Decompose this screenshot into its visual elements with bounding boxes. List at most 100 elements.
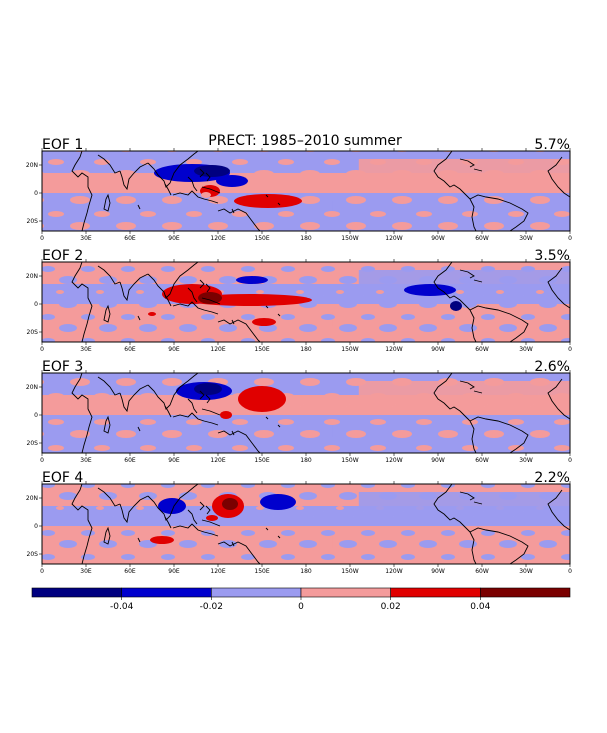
panel-variance: 2.2% <box>534 470 570 486</box>
lon-tick-label: 120W <box>385 568 402 575</box>
lon-tick-label: 0 <box>40 346 44 353</box>
lon-tick-label: 30W <box>519 457 533 464</box>
lon-tick-label: 60W <box>475 568 489 575</box>
lat-tick-label: 20N <box>26 495 38 502</box>
figure-title: PRECT: 1985–2010 summer <box>208 133 402 149</box>
colorbar-tick-label: -0.04 <box>110 602 134 612</box>
lon-tick-label: 0 <box>40 235 44 242</box>
anomaly-contour <box>216 175 248 187</box>
anomaly-contour <box>150 536 174 544</box>
lat-tick-label: 20N <box>26 273 38 280</box>
lat-tick-label: 0 <box>34 301 38 308</box>
lon-tick-label: 30W <box>519 346 533 353</box>
lon-tick-label: 120E <box>210 346 225 353</box>
lon-tick-label: 0 <box>568 346 572 353</box>
lat-tick-label: 20N <box>26 162 38 169</box>
panel-label: EOF 3 <box>42 359 83 375</box>
anomaly-contour <box>238 386 286 412</box>
colorbar-tick-label: -0.02 <box>200 602 223 612</box>
panel-variance: 2.6% <box>534 359 570 375</box>
anomaly-contour <box>148 312 156 316</box>
anomaly-contour <box>450 301 462 311</box>
anomaly-contour <box>236 276 268 284</box>
lon-tick-label: 120E <box>210 235 225 242</box>
lat-tick-label: 0 <box>34 190 38 197</box>
eof-panel: 0 30E 60E 90E 120E 150E 180 150W 120W 90W 60W 30W 0 2… <box>26 370 572 464</box>
lon-tick-label: 90W <box>431 346 445 353</box>
colorbar-tick-label: 0.02 <box>381 602 401 612</box>
lat-tick-label: 20S <box>27 551 39 558</box>
lon-tick-label: 0 <box>568 568 572 575</box>
lon-tick-label: 150W <box>341 235 358 242</box>
field-band <box>358 270 570 288</box>
anomaly-contour <box>158 498 186 514</box>
lon-tick-label: 60E <box>124 568 136 575</box>
lon-tick-label: 90E <box>168 568 180 575</box>
lon-tick-label: 30W <box>519 568 533 575</box>
lon-tick-label: 150E <box>254 235 269 242</box>
anomaly-contour <box>234 194 302 208</box>
lon-tick-label: 90W <box>431 235 445 242</box>
lat-tick-label: 20S <box>27 329 39 336</box>
lon-tick-label: 90E <box>168 457 180 464</box>
lon-tick-label: 180 <box>300 346 312 353</box>
lon-tick-label: 30E <box>80 235 92 242</box>
lat-tick-label: 0 <box>34 412 38 419</box>
colorbar-swatch <box>211 587 302 598</box>
lon-tick-label: 150E <box>254 568 269 575</box>
lon-tick-label: 60E <box>124 346 136 353</box>
anomaly-contour <box>220 411 232 419</box>
field-band <box>358 381 570 399</box>
lat-tick-label: 20S <box>27 440 39 447</box>
colorbar-swatch <box>480 587 571 598</box>
lon-tick-label: 120E <box>210 457 225 464</box>
lon-tick-label: 30E <box>80 346 92 353</box>
lon-tick-label: 90W <box>431 457 445 464</box>
anomaly-contour <box>206 515 218 521</box>
lon-tick-label: 30W <box>519 235 533 242</box>
lon-tick-label: 60W <box>475 346 489 353</box>
lon-tick-label: 0 <box>568 457 572 464</box>
lon-tick-label: 150E <box>254 457 269 464</box>
lon-tick-label: 90W <box>431 568 445 575</box>
colorbar-tick-label: 0.04 <box>470 602 490 612</box>
eof-panel: 0 30E 60E 90E 120E 150E 180 150W 120W 90W 60W 30W 0 2… <box>26 481 572 575</box>
colorbar: -0.04 -0.02 0 0.02 0.04 <box>31 587 571 612</box>
lon-tick-label: 150W <box>341 346 358 353</box>
panel-variance: 5.7% <box>534 137 570 153</box>
colorbar-tick-label: 0 <box>298 602 304 612</box>
lon-tick-label: 0 <box>568 235 572 242</box>
colorbar-swatch <box>31 587 122 598</box>
lon-tick-label: 120W <box>385 235 402 242</box>
colorbar-swatch <box>390 587 481 598</box>
lat-tick-label: 0 <box>34 523 38 530</box>
anomaly-contour <box>260 494 296 510</box>
lon-tick-label: 60E <box>124 457 136 464</box>
anomaly-contour <box>198 292 222 304</box>
lon-tick-label: 150W <box>341 568 358 575</box>
lon-tick-label: 120W <box>385 457 402 464</box>
panel-label: EOF 4 <box>42 470 83 486</box>
panel-label: EOF 1 <box>42 137 83 153</box>
lon-tick-label: 60W <box>475 457 489 464</box>
lat-tick-label: 20S <box>27 218 39 225</box>
field-band <box>358 159 570 177</box>
lon-tick-label: 0 <box>40 568 44 575</box>
anomaly-contour <box>404 284 456 296</box>
panel-label: EOF 2 <box>42 248 83 264</box>
anomaly-contour <box>222 498 238 510</box>
anomaly-contour <box>194 165 230 177</box>
lon-tick-label: 180 <box>300 235 312 242</box>
lon-tick-label: 120W <box>385 346 402 353</box>
lon-tick-label: 30E <box>80 568 92 575</box>
lon-tick-label: 120E <box>210 568 225 575</box>
lon-tick-label: 60W <box>475 235 489 242</box>
anomaly-contour <box>201 192 211 198</box>
lon-tick-label: 180 <box>300 568 312 575</box>
eof-panel: 0 30E 60E 90E 120E 150E 180 150W 120W 90W 60W 30W 0 2… <box>26 148 572 242</box>
lon-tick-label: 150E <box>254 346 269 353</box>
eof-panel: 0 30E 60E 90E 120E 150E 180 150W 120W 90W 60W 30W 0 2… <box>26 259 572 353</box>
lon-tick-label: 180 <box>300 457 312 464</box>
lat-tick-label: 20N <box>26 384 38 391</box>
